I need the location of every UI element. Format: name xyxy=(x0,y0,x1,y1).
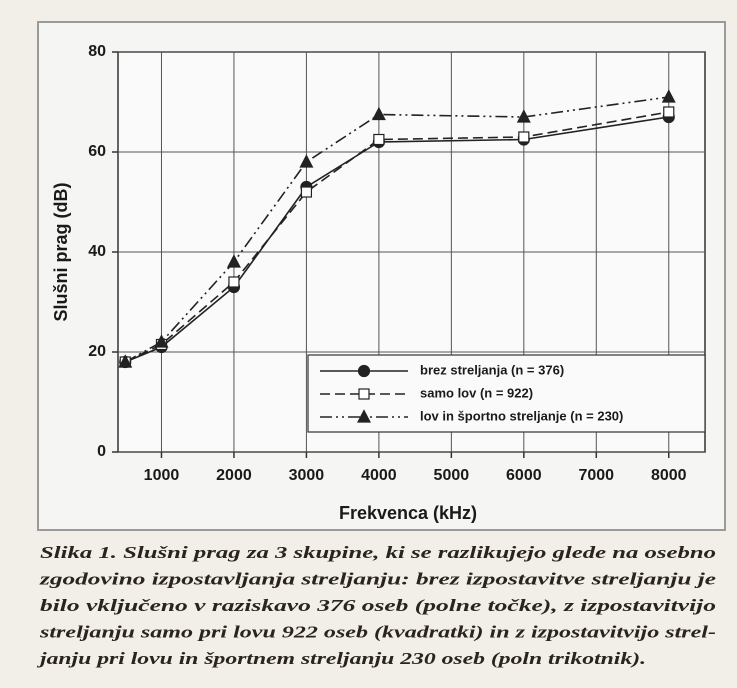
legend: brez streljanja (n = 376) samo lov (n = 9… xyxy=(307,354,706,433)
x-axis-title: Frekvenca (kHz) xyxy=(339,503,477,523)
caption-line: Slika 1. Slušni prag za 3 skupine, ki se… xyxy=(40,543,716,562)
y-tick-label: 60 xyxy=(88,143,106,160)
marker xyxy=(661,89,676,103)
x-tick-label: 8000 xyxy=(651,467,687,484)
caption-line: bilo vključeno v raziskavo 376 oseb (pol… xyxy=(40,596,716,615)
legend-marker xyxy=(357,409,371,423)
marker xyxy=(154,334,169,348)
marker xyxy=(371,106,386,121)
caption-line: janju pri lovu in športnem streljanju 23… xyxy=(36,649,646,668)
legend-marker xyxy=(357,364,371,378)
legend-label: lov in športno streljanje (n = 230) xyxy=(420,408,623,423)
marker xyxy=(516,109,531,123)
x-tick-label: 6000 xyxy=(506,467,542,484)
y-tick-label: 20 xyxy=(88,343,106,360)
marker xyxy=(226,254,241,268)
caption-line: streljanju samo pri lovu 922 oseb (kvadr… xyxy=(39,622,717,641)
x-tick-label: 5000 xyxy=(434,467,470,484)
y-tick-label: 80 xyxy=(88,43,106,60)
y-tick-label: 40 xyxy=(88,243,106,260)
y-axis-title: Slušni prag (dB) xyxy=(51,182,71,321)
x-tick-label: 1000 xyxy=(144,467,180,484)
y-tick-label: 0 xyxy=(97,443,106,460)
marker xyxy=(228,276,240,288)
marker xyxy=(663,106,675,118)
legend-label: brez streljanja (n = 376) xyxy=(420,362,564,377)
legend-marker xyxy=(358,388,370,400)
caption: Slika 1. Slušni prag za 3 skupine, ki se… xyxy=(36,543,717,668)
legend-label: samo lov (n = 922) xyxy=(420,385,533,400)
marker xyxy=(518,131,530,143)
marker xyxy=(118,354,133,368)
x-tick-label: 2000 xyxy=(216,467,252,484)
marker xyxy=(299,154,314,168)
x-tick-label: 7000 xyxy=(578,467,614,484)
marker xyxy=(300,186,313,198)
caption-line: zgodovino izpostavljanja streljanju: bre… xyxy=(39,569,717,588)
marker xyxy=(373,133,385,146)
x-tick-label: 4000 xyxy=(361,467,397,484)
x-tick-label: 3000 xyxy=(289,467,325,484)
